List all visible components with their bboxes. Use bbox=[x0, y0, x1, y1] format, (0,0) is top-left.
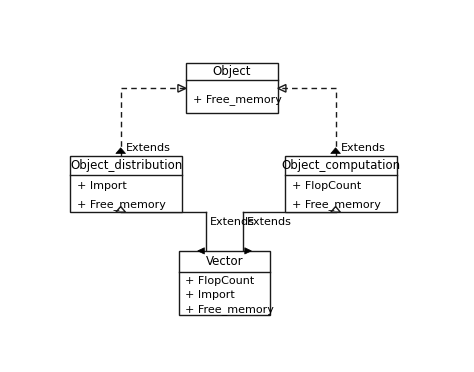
Text: Vector: Vector bbox=[206, 255, 243, 268]
Text: Object_computation: Object_computation bbox=[282, 159, 401, 172]
Bar bbox=[179, 251, 271, 315]
Polygon shape bbox=[331, 148, 340, 154]
Text: Extends: Extends bbox=[126, 143, 171, 153]
Text: Object_distribution: Object_distribution bbox=[70, 159, 182, 172]
Text: + FlopCount: + FlopCount bbox=[185, 276, 255, 286]
Bar bbox=[186, 63, 278, 113]
Bar bbox=[285, 156, 397, 212]
Text: + Free_memory: + Free_memory bbox=[77, 199, 166, 210]
Text: + FlopCount: + FlopCount bbox=[292, 181, 361, 191]
Text: Extends: Extends bbox=[341, 143, 386, 153]
Polygon shape bbox=[245, 248, 251, 254]
Text: Extends: Extends bbox=[210, 217, 255, 227]
Text: Object: Object bbox=[213, 65, 251, 78]
Text: Extends: Extends bbox=[246, 217, 292, 227]
Text: + Free_memory: + Free_memory bbox=[185, 304, 274, 315]
Bar bbox=[70, 156, 182, 212]
Polygon shape bbox=[198, 248, 204, 254]
Text: + Import: + Import bbox=[77, 181, 127, 191]
Text: + Free_memory: + Free_memory bbox=[192, 94, 282, 105]
Text: + Import: + Import bbox=[185, 290, 235, 300]
Polygon shape bbox=[116, 148, 126, 154]
Text: + Free_memory: + Free_memory bbox=[292, 199, 381, 210]
